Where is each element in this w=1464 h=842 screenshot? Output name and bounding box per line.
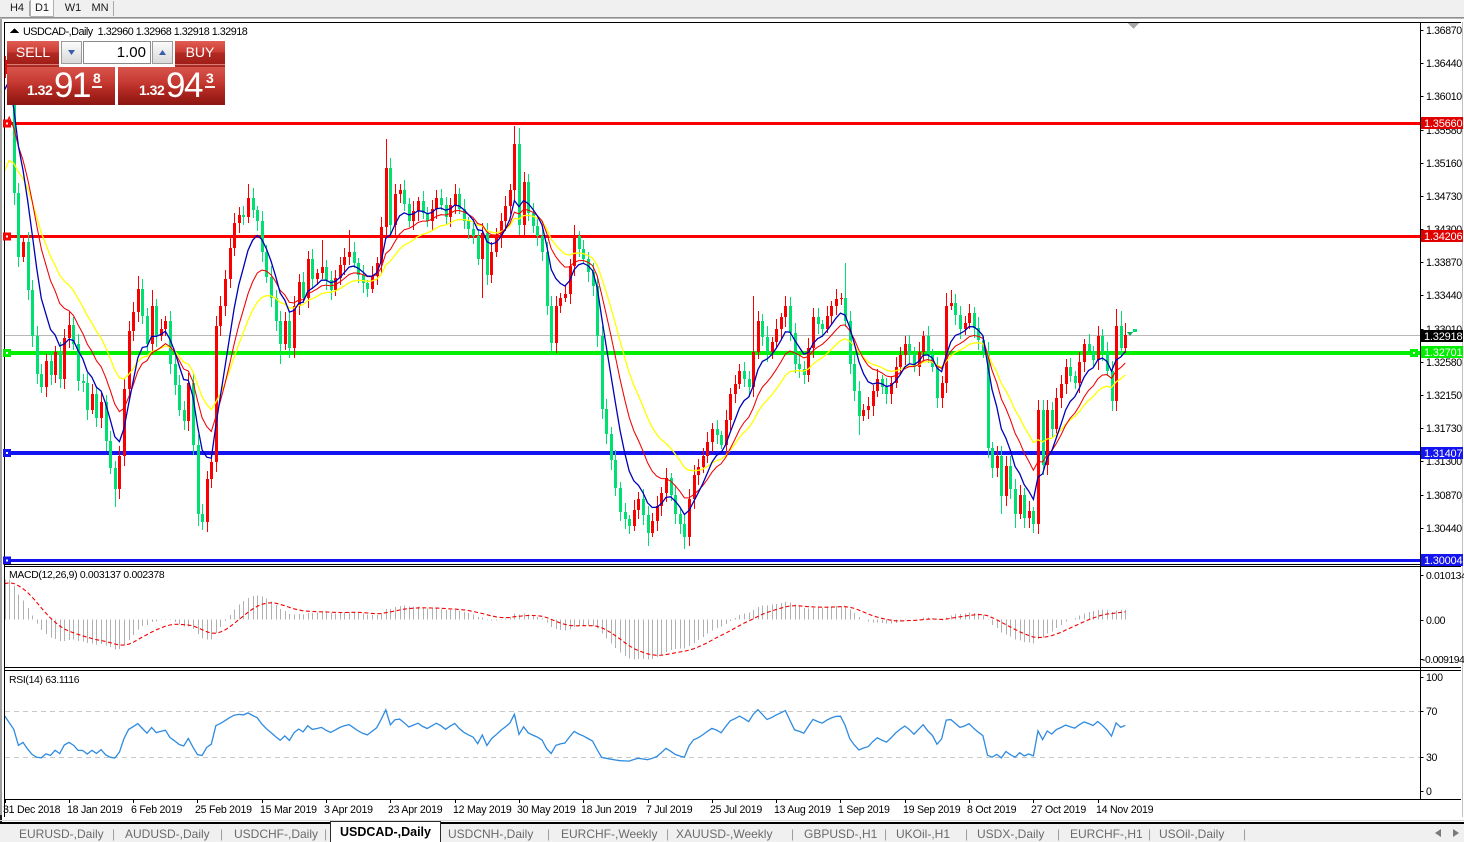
svg-text:1.30870: 1.30870 xyxy=(1426,490,1462,502)
svg-text:1.30440: 1.30440 xyxy=(1426,523,1462,535)
svg-text:1.36440: 1.36440 xyxy=(1426,58,1462,70)
svg-text:1.36010: 1.36010 xyxy=(1426,91,1462,103)
svg-text:0.010134: 0.010134 xyxy=(1426,571,1464,582)
svg-text:MACD(12,26,9) 0.003137 0.00237: MACD(12,26,9) 0.003137 0.002378 xyxy=(9,570,165,581)
svg-text:30: 30 xyxy=(1426,752,1438,764)
svg-text:1.35160: 1.35160 xyxy=(1426,158,1462,170)
svg-text:1.32150: 1.32150 xyxy=(1426,390,1462,402)
svg-text:15 Mar 2019: 15 Mar 2019 xyxy=(260,804,317,816)
svg-text:-0.009194: -0.009194 xyxy=(1422,655,1464,666)
svg-text:70: 70 xyxy=(1426,706,1438,718)
svg-text:USDCAD-,Daily 1.32960 1.32968: USDCAD-,Daily 1.32960 1.32968 1.32918 1.… xyxy=(23,26,248,38)
svg-text:18 Jan 2019: 18 Jan 2019 xyxy=(67,804,123,816)
svg-text:0: 0 xyxy=(1426,786,1432,798)
svg-text:1.32580: 1.32580 xyxy=(1426,357,1462,369)
svg-text:7 Jul 2019: 7 Jul 2019 xyxy=(646,804,693,816)
svg-text:30 May 2019: 30 May 2019 xyxy=(517,804,576,816)
svg-text:31 Dec 2018: 31 Dec 2018 xyxy=(3,804,61,816)
svg-text:8 Oct 2019: 8 Oct 2019 xyxy=(967,804,1017,816)
svg-text:1 Sep 2019: 1 Sep 2019 xyxy=(838,804,890,816)
svg-text:18 Jun 2019: 18 Jun 2019 xyxy=(581,804,637,816)
svg-text:13 Aug 2019: 13 Aug 2019 xyxy=(774,804,831,816)
svg-text:12 May 2019: 12 May 2019 xyxy=(453,804,512,816)
svg-text:3 Apr 2019: 3 Apr 2019 xyxy=(324,804,373,816)
svg-text:1.34730: 1.34730 xyxy=(1426,191,1462,203)
svg-text:1.36870: 1.36870 xyxy=(1426,25,1462,37)
svg-text:RSI(14) 63.1116: RSI(14) 63.1116 xyxy=(9,675,80,686)
svg-text:1.33870: 1.33870 xyxy=(1426,257,1462,269)
svg-text:100: 100 xyxy=(1426,672,1443,684)
svg-text:23 Apr 2019: 23 Apr 2019 xyxy=(388,804,443,816)
svg-text:0.00: 0.00 xyxy=(1426,615,1446,627)
svg-text:14 Nov 2019: 14 Nov 2019 xyxy=(1096,804,1154,816)
svg-text:1.33440: 1.33440 xyxy=(1426,290,1462,302)
svg-text:25 Feb 2019: 25 Feb 2019 xyxy=(195,804,252,816)
svg-text:6 Feb 2019: 6 Feb 2019 xyxy=(131,804,182,816)
svg-text:1.34206: 1.34206 xyxy=(1424,231,1462,243)
svg-text:27 Oct 2019: 27 Oct 2019 xyxy=(1031,804,1086,816)
svg-text:1.31407: 1.31407 xyxy=(1424,448,1462,460)
svg-text:1.35660: 1.35660 xyxy=(1424,118,1462,130)
svg-text:1.30004: 1.30004 xyxy=(1424,555,1462,567)
svg-text:25 Jul 2019: 25 Jul 2019 xyxy=(710,804,762,816)
svg-text:19 Sep 2019: 19 Sep 2019 xyxy=(903,804,961,816)
svg-text:1.31730: 1.31730 xyxy=(1426,423,1462,435)
svg-text:1.32701: 1.32701 xyxy=(1424,347,1462,359)
svg-text:1.32918: 1.32918 xyxy=(1424,331,1462,343)
